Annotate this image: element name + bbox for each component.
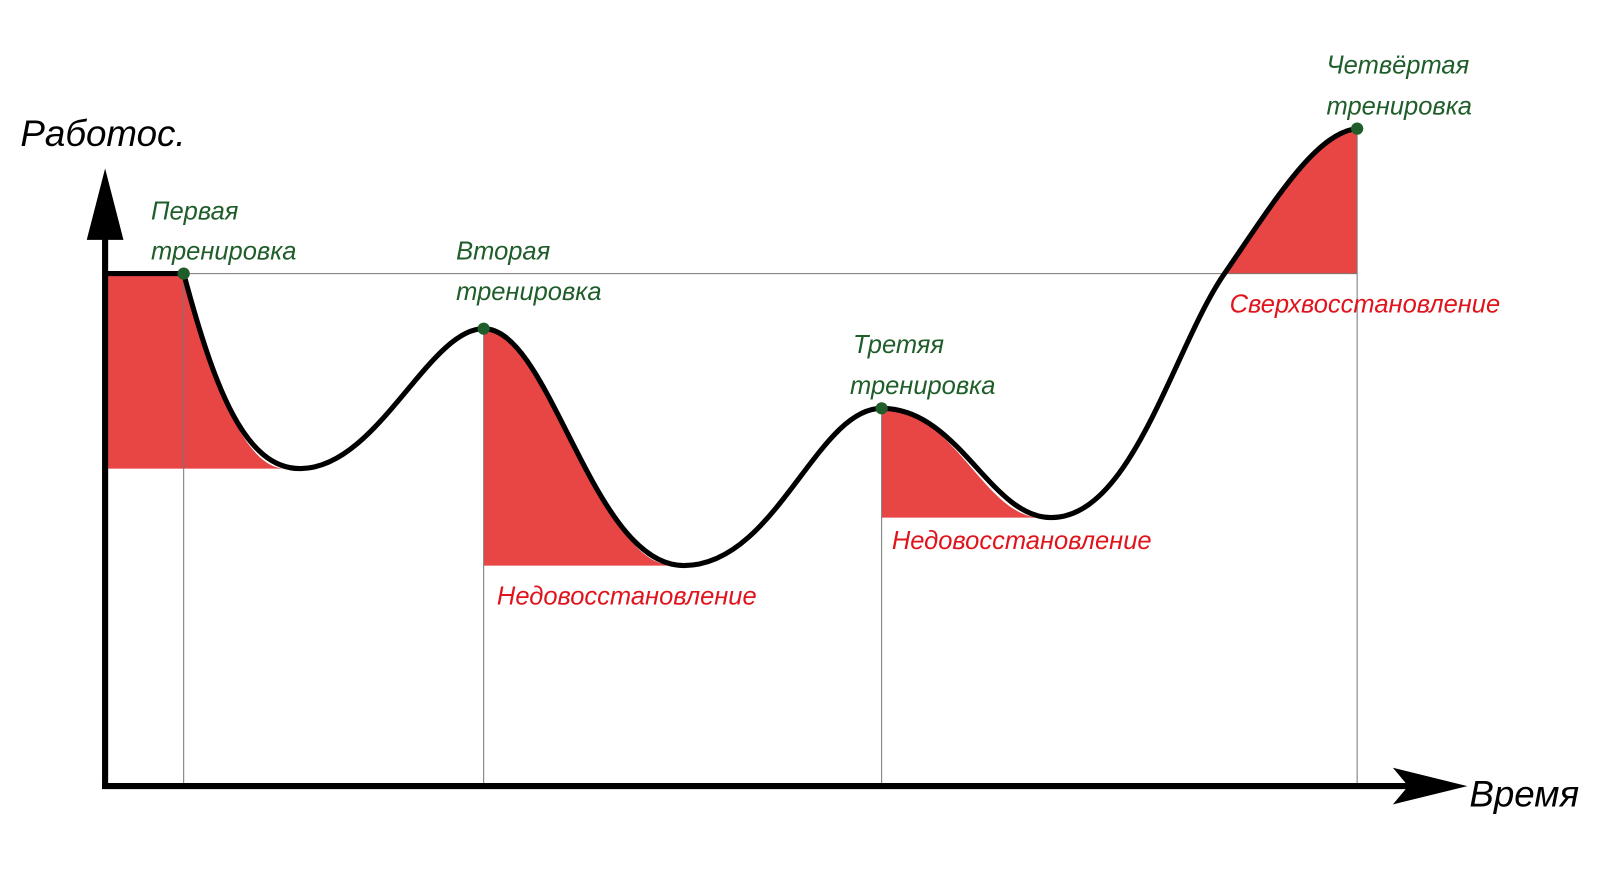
training-label: тренировка xyxy=(1327,92,1472,120)
training-point xyxy=(477,322,490,335)
gain-area xyxy=(1224,128,1358,274)
training-point xyxy=(177,267,190,280)
training-point xyxy=(1351,122,1364,135)
training-label: тренировка xyxy=(151,237,296,265)
training-label: Четвёртая xyxy=(1327,51,1470,79)
training-label: тренировка xyxy=(456,278,601,306)
loss-area xyxy=(107,273,286,469)
region-label: Недовосстановление xyxy=(892,527,1152,555)
training-point xyxy=(875,402,888,415)
loss-area xyxy=(483,328,674,566)
training-label: Вторая xyxy=(456,237,550,265)
x-arrow xyxy=(1392,767,1468,805)
loss-area xyxy=(881,408,1041,518)
region-label: Недовосстановление xyxy=(497,582,757,610)
y-axis-label: Работос. xyxy=(20,113,185,154)
training-label: Первая xyxy=(151,197,239,225)
x-axis-label: Время xyxy=(1469,773,1579,814)
training-label: Третяя xyxy=(853,331,944,359)
curve xyxy=(107,126,1358,569)
training-label: тренировка xyxy=(850,372,995,400)
guides xyxy=(107,128,1358,787)
region-label: Сверхвосстановление xyxy=(1230,290,1501,318)
y-arrow xyxy=(86,168,124,240)
